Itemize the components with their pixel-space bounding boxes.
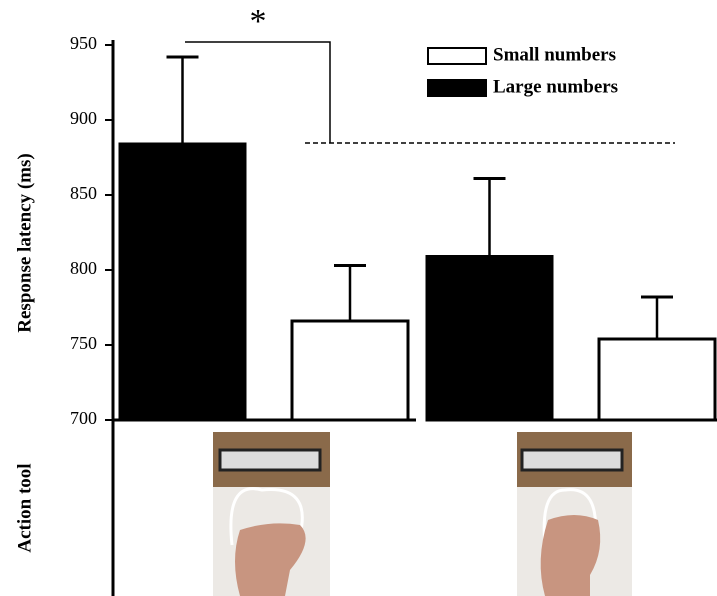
tool-image-2 <box>517 432 632 596</box>
y-tick-label: 950 <box>70 33 97 53</box>
y-tick-label: 850 <box>70 183 97 203</box>
y-tick-label: 800 <box>70 258 97 278</box>
x-axis-label: Action tool <box>14 463 35 552</box>
bar <box>290 319 410 422</box>
y-tick-label: 900 <box>70 108 97 128</box>
y-tick-label: 750 <box>70 333 97 353</box>
legend-label: Large numbers <box>493 76 618 97</box>
tool-image-1 <box>213 432 330 596</box>
y-tick-label: 700 <box>70 408 97 428</box>
bar <box>118 142 247 422</box>
legend-swatch <box>427 47 487 65</box>
legend-swatch <box>427 79 487 97</box>
legend-label: Small numbers <box>493 44 616 65</box>
bar <box>425 255 554 422</box>
significance-bracket <box>185 41 675 144</box>
y-axis-label: Response latency (ms) <box>14 153 35 332</box>
significance-star: * <box>250 3 267 40</box>
bar <box>597 337 717 422</box>
